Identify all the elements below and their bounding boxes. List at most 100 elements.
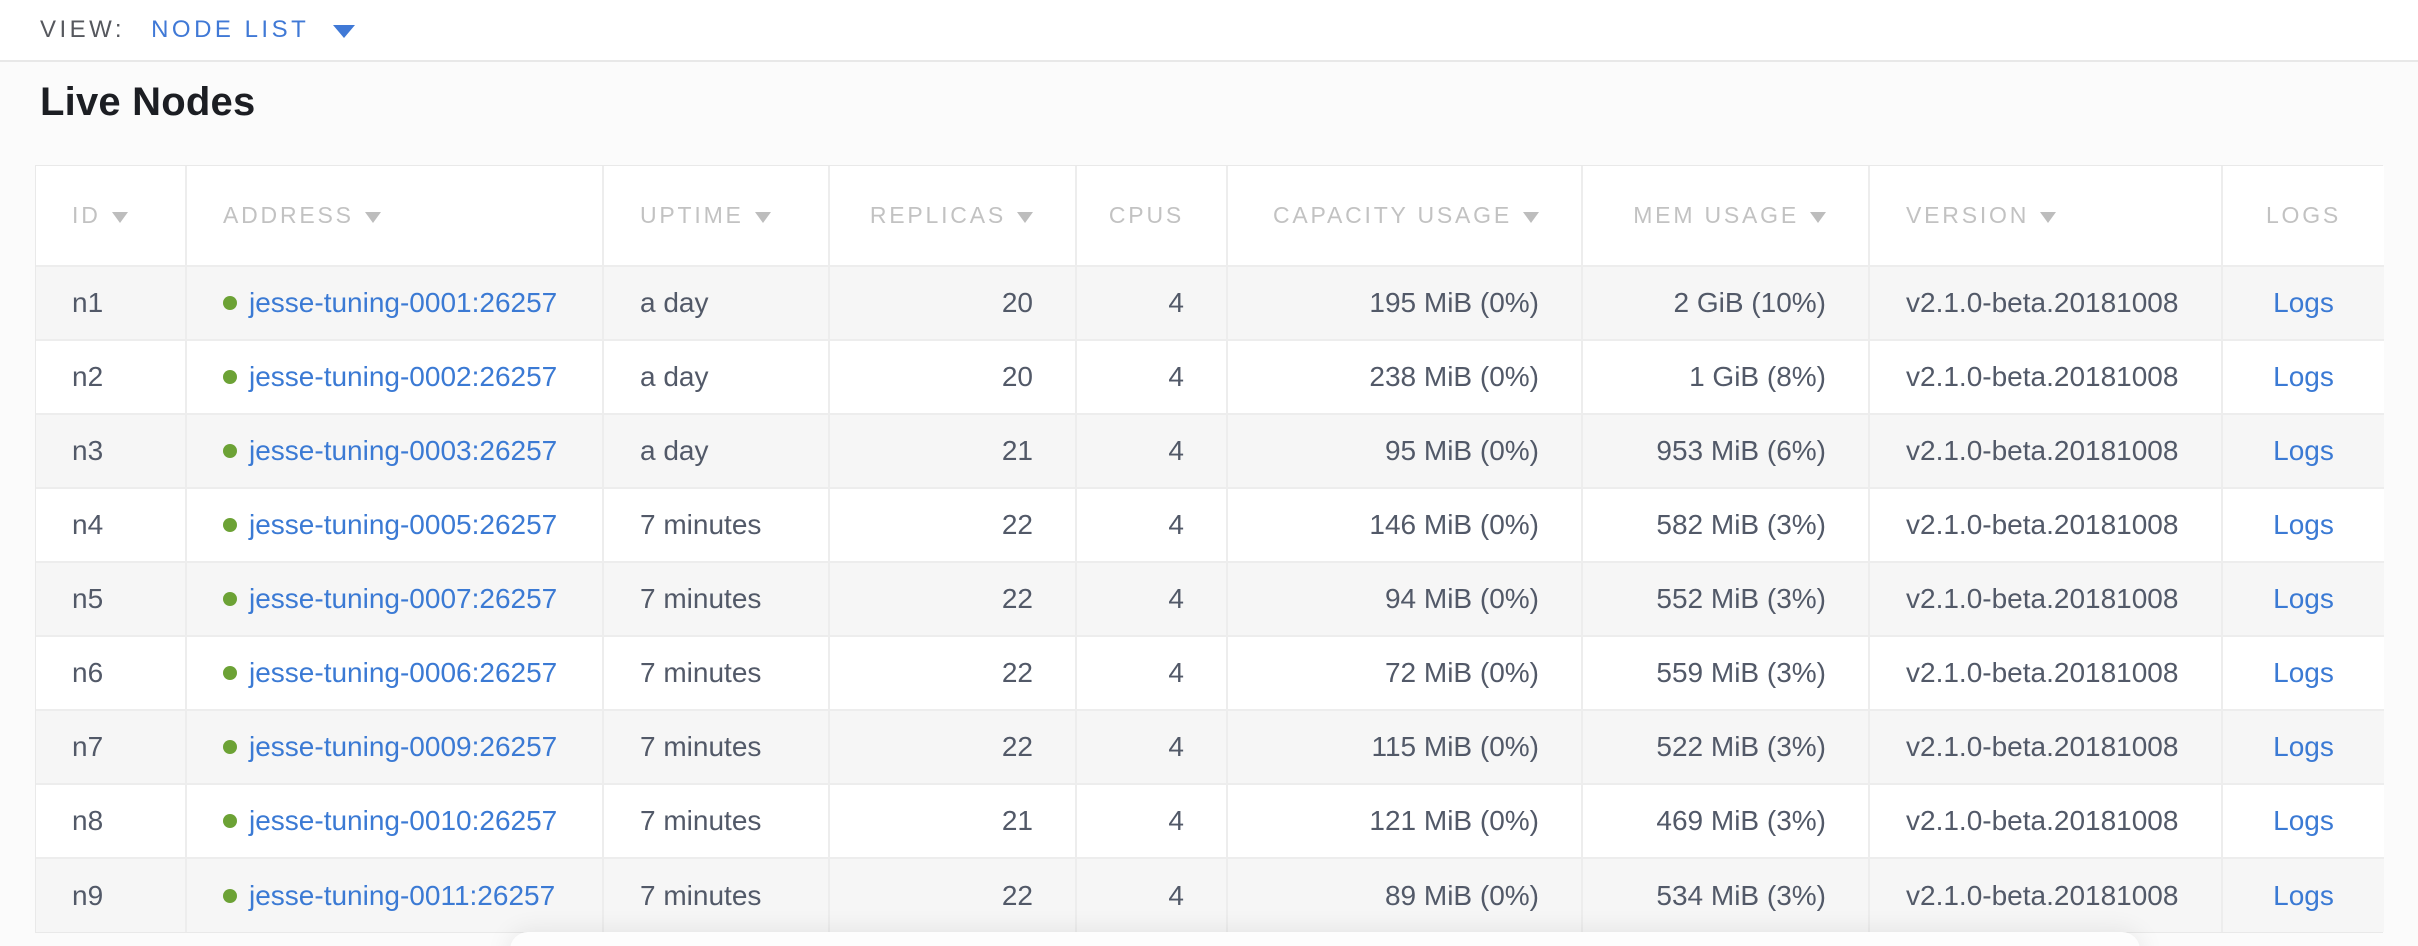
node-address-link[interactable]: jesse-tuning-0006:26257: [249, 657, 558, 688]
node-address-link[interactable]: jesse-tuning-0009:26257: [249, 731, 558, 762]
cell-id: n9: [36, 857, 186, 932]
node-logs-link[interactable]: Logs: [2273, 731, 2334, 762]
node-live-status-icon: [223, 592, 237, 607]
column-header-label: ADDRESS: [223, 202, 354, 228]
cell-cpus: 4: [1075, 265, 1227, 340]
cell-address: jesse-tuning-0003:26257: [185, 413, 603, 488]
cell-capacity: 72 MiB (0%): [1226, 635, 1582, 710]
cell-replicas: 22: [828, 561, 1076, 636]
cell-mem: 552 MiB (3%): [1581, 561, 1869, 636]
cell-logs: Logs: [2221, 857, 2384, 932]
cell-id: n4: [36, 487, 186, 562]
cell-capacity: 115 MiB (0%): [1226, 709, 1582, 784]
node-address-link[interactable]: jesse-tuning-0010:26257: [249, 805, 558, 836]
cell-id: n7: [36, 709, 186, 784]
column-header-capacity[interactable]: CAPACITY USAGE: [1226, 166, 1582, 266]
cell-replicas: 21: [828, 783, 1076, 858]
cell-id: n5: [36, 561, 186, 636]
cell-mem: 2 GiB (10%): [1581, 265, 1869, 340]
column-header-cpus: CPUS: [1075, 166, 1227, 266]
table-row: n9 jesse-tuning-0011:26257 7 minutes 22 4 89 …: [36, 857, 2384, 932]
node-logs-link[interactable]: Logs: [2273, 805, 2334, 836]
cell-logs: Logs: [2221, 339, 2384, 414]
node-address-link[interactable]: jesse-tuning-0007:26257: [249, 583, 558, 614]
sort-descending-icon: [1523, 212, 1539, 223]
cell-address: jesse-tuning-0006:26257: [185, 635, 603, 710]
cell-capacity: 89 MiB (0%): [1226, 857, 1582, 932]
cell-version: v2.1.0-beta.20181008: [1868, 857, 2222, 932]
node-address-link[interactable]: jesse-tuning-0011:26257: [249, 879, 556, 911]
cell-mem: 1 GiB (8%): [1581, 339, 1869, 414]
sort-descending-icon: [754, 212, 771, 223]
cell-cpus: 4: [1075, 783, 1227, 858]
column-header-mem[interactable]: MEM USAGE: [1581, 166, 1869, 266]
cell-address: jesse-tuning-0009:26257: [185, 709, 603, 784]
cell-capacity: 146 MiB (0%): [1226, 487, 1582, 562]
cell-uptime: 7 minutes: [602, 857, 829, 932]
cell-replicas: 20: [828, 339, 1076, 414]
node-logs-link[interactable]: Logs: [2273, 435, 2334, 466]
node-live-status-icon: [223, 296, 237, 311]
cell-address: jesse-tuning-0001:26257: [185, 265, 603, 340]
node-logs-link[interactable]: Logs: [2273, 509, 2334, 540]
cell-mem: 469 MiB (3%): [1581, 783, 1869, 858]
cell-cpus: 4: [1075, 709, 1227, 784]
node-logs-link[interactable]: Logs: [2273, 287, 2334, 318]
cell-replicas: 22: [828, 635, 1076, 710]
column-header-address[interactable]: ADDRESS: [185, 166, 603, 266]
chevron-down-icon: [333, 25, 356, 38]
cell-version: v2.1.0-beta.20181008: [1868, 413, 2222, 488]
node-logs-link[interactable]: Logs: [2273, 657, 2334, 688]
cell-version: v2.1.0-beta.20181008: [1868, 783, 2222, 858]
table-row: n5 jesse-tuning-0007:26257 7 minutes 22 4 94 …: [36, 561, 2384, 636]
column-header-version[interactable]: VERSION: [1868, 166, 2222, 266]
cell-address: jesse-tuning-0002:26257: [185, 339, 603, 414]
cell-logs: Logs: [2221, 413, 2384, 488]
cell-version: v2.1.0-beta.20181008: [1868, 709, 2222, 784]
sort-descending-icon: [1810, 212, 1826, 223]
node-address-link[interactable]: jesse-tuning-0001:26257: [249, 287, 558, 318]
cell-cpus: 4: [1075, 339, 1227, 414]
cell-version: v2.1.0-beta.20181008: [1868, 265, 2222, 340]
node-address-link[interactable]: jesse-tuning-0003:26257: [249, 435, 558, 466]
cell-uptime: 7 minutes: [602, 487, 829, 562]
node-address-link[interactable]: jesse-tuning-0005:26257: [249, 509, 558, 540]
cell-cpus: 4: [1075, 413, 1227, 488]
cell-id: n1: [36, 265, 186, 340]
cell-id: n8: [36, 783, 186, 858]
node-live-status-icon: [223, 814, 237, 829]
table-row: n6 jesse-tuning-0006:26257 7 minutes 22 4 72 …: [36, 635, 2384, 710]
node-logs-link[interactable]: Logs: [2273, 361, 2334, 392]
cell-version: v2.1.0-beta.20181008: [1868, 487, 2222, 562]
column-header-uptime[interactable]: UPTIME: [602, 166, 829, 266]
cell-cpus: 4: [1075, 561, 1227, 636]
view-dropdown[interactable]: NODE LIST: [151, 16, 356, 44]
view-dropdown-value: NODE LIST: [151, 16, 310, 43]
cell-replicas: 20: [828, 265, 1076, 340]
cell-logs: Logs: [2221, 783, 2384, 858]
cell-capacity: 94 MiB (0%): [1226, 561, 1582, 636]
column-header-replicas[interactable]: REPLICAS: [828, 166, 1076, 266]
column-header-id[interactable]: ID: [36, 166, 186, 266]
cell-uptime: 7 minutes: [602, 561, 829, 636]
cell-id: n6: [36, 635, 186, 710]
cell-uptime: a day: [602, 265, 829, 340]
cell-cpus: 4: [1075, 635, 1227, 710]
node-logs-link[interactable]: Logs: [2273, 583, 2334, 614]
column-header-label: ID: [72, 202, 101, 228]
column-header-label: UPTIME: [640, 202, 744, 228]
cell-version: v2.1.0-beta.20181008: [1868, 561, 2222, 636]
cell-capacity: 121 MiB (0%): [1226, 783, 1582, 858]
cell-capacity: 95 MiB (0%): [1226, 413, 1582, 488]
cell-address: jesse-tuning-0005:26257: [185, 487, 603, 562]
sort-descending-icon: [111, 212, 128, 223]
node-logs-link[interactable]: Logs: [2273, 879, 2334, 911]
node-address-link[interactable]: jesse-tuning-0002:26257: [249, 361, 558, 392]
cell-capacity: 195 MiB (0%): [1226, 265, 1582, 340]
cell-cpus: 4: [1075, 487, 1227, 562]
node-live-status-icon: [223, 666, 237, 681]
node-live-status-icon: [223, 370, 237, 385]
cell-uptime: 7 minutes: [602, 783, 829, 858]
column-header-label: CAPACITY USAGE: [1272, 202, 1512, 228]
table-row: n2 jesse-tuning-0002:26257 a day 20 4 238 MiB…: [36, 339, 2384, 414]
